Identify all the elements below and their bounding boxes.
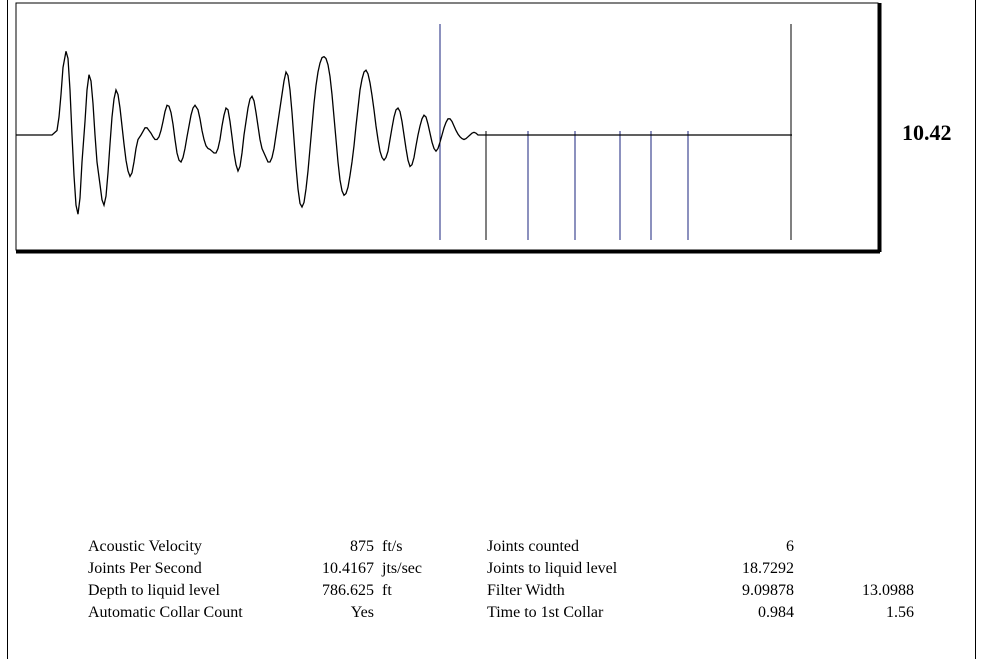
param-label: Acoustic Velocity xyxy=(88,538,202,555)
param-label: Filter Width xyxy=(487,582,565,599)
param-label: Joints to liquid level xyxy=(487,560,618,577)
param-value: 875 xyxy=(350,538,374,555)
param-label: Automatic Collar Count xyxy=(88,604,243,621)
page-left-border xyxy=(7,0,8,659)
param-value: 18.7292 xyxy=(742,560,794,577)
param-value: 10.4167 xyxy=(322,560,374,577)
parameter-table: Acoustic Velocity 875 ft/s Joints Per Secon… xyxy=(0,537,981,647)
param-label: Joints counted xyxy=(487,538,579,555)
param-value: 9.09878 xyxy=(742,582,794,599)
param-label: Joints Per Second xyxy=(88,560,202,577)
page-right-border xyxy=(975,0,976,659)
collar-marker-layer xyxy=(439,24,792,240)
param-value: 6 xyxy=(786,538,794,555)
acoustic-waveform-line xyxy=(16,51,792,215)
acoustic-trace-chart xyxy=(15,2,882,254)
param-value-secondary: 13.0988 xyxy=(862,582,914,599)
param-value-secondary: 1.56 xyxy=(886,604,914,621)
param-value: 786.625 xyxy=(322,582,374,599)
param-unit: ft xyxy=(382,582,392,599)
chart-plot-frame xyxy=(15,2,879,251)
param-label: Time to 1st Collar xyxy=(487,604,604,621)
param-value: Yes xyxy=(350,604,374,621)
param-unit: jts/sec xyxy=(382,560,422,577)
param-unit: ft/s xyxy=(382,538,403,555)
param-label: Depth to liquid level xyxy=(88,582,220,599)
ratio-value-label: 10.42 xyxy=(902,120,952,145)
param-value: 0.984 xyxy=(758,604,794,621)
